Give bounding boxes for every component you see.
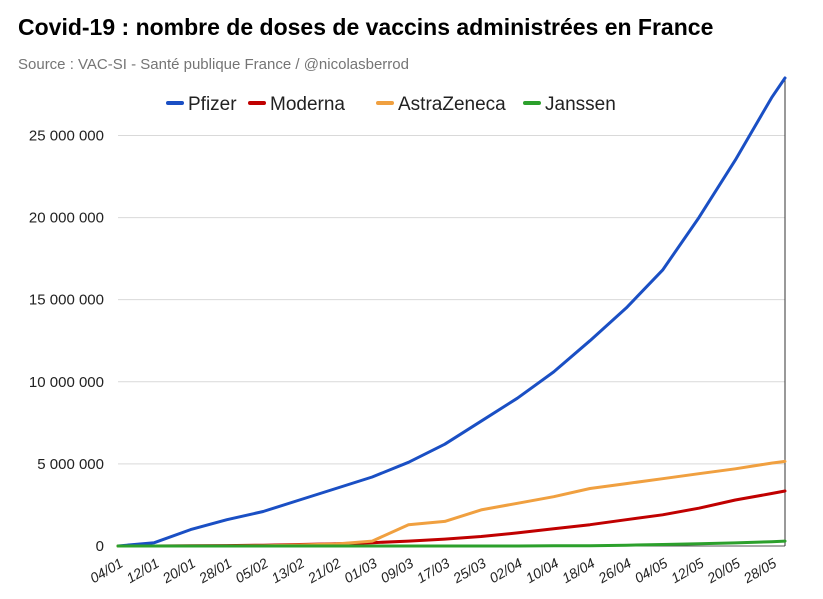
- chart-subtitle: Source : VAC-SI - Santé publique France …: [18, 56, 409, 73]
- y-tick-label: 0: [96, 538, 104, 555]
- legend-label-pfizer: Pfizer: [188, 94, 237, 115]
- series-lines: [116, 76, 787, 548]
- y-tick-label: 20 000 000: [29, 210, 104, 227]
- x-tick-label: 20/05: [704, 555, 743, 587]
- y-axis-ticks: 0 5 000 000 10 000 000 15 000 000 20 000 000…: [29, 127, 104, 555]
- y-tick-label: 25 000 000: [29, 127, 104, 144]
- legend-label-janssen: Janssen: [545, 94, 616, 115]
- x-tick-label: 09/03: [378, 555, 417, 586]
- x-tick-label: 12/01: [123, 555, 161, 586]
- x-tick-label: 13/02: [269, 555, 308, 586]
- x-tick-label: 05/02: [232, 555, 271, 586]
- series-line-pfizer: [116, 76, 787, 548]
- legend-label-moderna: Moderna: [270, 94, 345, 115]
- x-tick-label: 25/03: [449, 555, 488, 587]
- x-tick-label: 04/01: [87, 555, 125, 586]
- x-tick-label: 02/04: [487, 555, 526, 586]
- x-axis-ticks: 04/0112/0120/0128/0105/0213/0221/0201/03…: [87, 555, 779, 587]
- chart-title: Covid-19 : nombre de doses de vaccins ad…: [18, 14, 714, 40]
- x-tick-label: 28/05: [740, 555, 779, 587]
- y-tick-label: 5 000 000: [37, 456, 104, 473]
- x-tick-label: 28/01: [195, 555, 234, 587]
- x-tick-label: 26/04: [595, 555, 634, 587]
- x-tick-label: 18/04: [559, 555, 598, 586]
- x-tick-label: 21/02: [304, 555, 343, 587]
- y-tick-label: 10 000 000: [29, 374, 104, 391]
- grid-lines: [118, 134, 785, 465]
- x-tick-label: 20/01: [159, 555, 198, 587]
- x-tick-label: 04/05: [632, 555, 671, 586]
- x-tick-label: 17/03: [414, 555, 453, 586]
- y-tick-label: 15 000 000: [29, 292, 104, 309]
- legend-label-astrazeneca: AstraZeneca: [398, 94, 506, 115]
- x-tick-label: 10/04: [523, 555, 562, 586]
- series-line-janssen: [116, 539, 787, 548]
- series-line-astrazeneca: [116, 459, 787, 548]
- x-tick-label: 01/03: [341, 555, 380, 586]
- x-tick-label: 12/05: [668, 555, 707, 586]
- legend: Pfizer Moderna AstraZeneca Janssen: [166, 94, 616, 115]
